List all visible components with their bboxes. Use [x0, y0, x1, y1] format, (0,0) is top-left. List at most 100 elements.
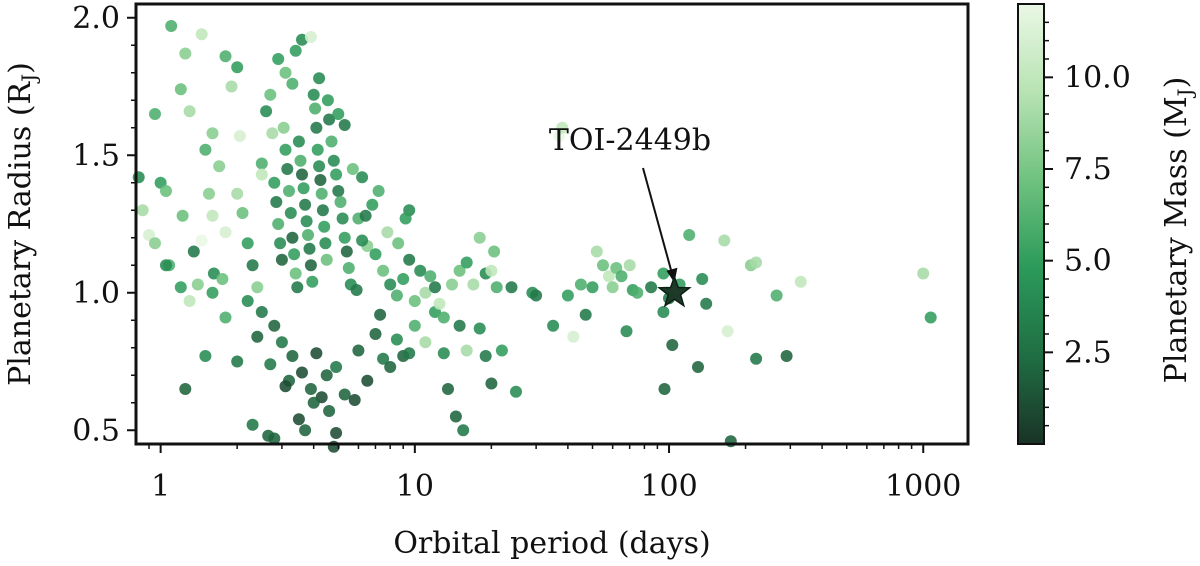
y-tick-label: 0.5: [72, 413, 120, 448]
data-point: [286, 350, 299, 362]
data-point: [433, 297, 446, 310]
data-point: [330, 168, 343, 181]
data-point: [352, 344, 365, 357]
data-point: [219, 311, 232, 324]
data-point: [310, 347, 323, 360]
data-point: [241, 295, 254, 307]
data-point: [602, 270, 615, 283]
y-axis-title: Planetary Radius (RJ): [3, 62, 41, 386]
data-point: [419, 286, 432, 299]
data-point: [467, 278, 480, 291]
data-point: [453, 319, 466, 332]
data-point: [330, 361, 343, 373]
data-point: [460, 256, 473, 269]
data-point: [251, 330, 264, 343]
data-point: [310, 121, 323, 134]
data-point: [279, 66, 292, 79]
data-point: [794, 275, 807, 288]
data-point: [403, 253, 416, 266]
colorbar-tick-label: 10.0: [1064, 60, 1131, 95]
data-point: [645, 281, 658, 294]
data-point: [165, 20, 178, 32]
data-point: [266, 127, 279, 140]
data-point: [206, 127, 219, 140]
data-point: [530, 289, 543, 302]
data-point: [195, 28, 208, 41]
data-point: [429, 281, 441, 294]
data-point: [307, 396, 320, 409]
data-point: [384, 278, 397, 291]
highlight-star-marker: [657, 274, 692, 308]
x-tick-label: 1000: [885, 469, 961, 504]
colorbar-tick-label: 5.0: [1064, 244, 1112, 279]
data-point: [316, 204, 329, 217]
data-point: [325, 135, 338, 148]
data-point: [623, 259, 636, 272]
data-point: [286, 231, 299, 244]
data-point: [574, 278, 587, 291]
annotation-arrow: [642, 167, 675, 280]
data-point: [403, 347, 416, 360]
data-point: [338, 119, 351, 131]
data-point: [219, 50, 232, 63]
data-point: [567, 330, 580, 343]
data-point: [750, 256, 763, 269]
data-point: [419, 336, 432, 349]
data-point: [505, 281, 518, 294]
data-point: [590, 245, 603, 258]
data-point: [288, 248, 301, 261]
data-point: [283, 185, 295, 197]
data-point: [275, 336, 288, 349]
data-point: [658, 383, 671, 395]
data-point: [314, 174, 327, 186]
data-point: [692, 361, 704, 373]
data-point: [203, 187, 215, 200]
data-point: [251, 281, 264, 294]
data-point: [279, 143, 292, 156]
data-point: [424, 270, 437, 283]
data-point: [917, 267, 930, 280]
data-point: [620, 325, 633, 338]
data-point: [657, 267, 670, 280]
colorbar-title: Planetary Mass (MJ): [1159, 77, 1197, 384]
data-point: [350, 284, 363, 296]
data-point: [307, 88, 320, 101]
data-point: [313, 72, 326, 85]
data-point: [160, 185, 172, 197]
data-point: [369, 248, 382, 261]
data-point: [924, 311, 937, 324]
data-point: [219, 226, 232, 239]
data-point: [556, 121, 569, 134]
data-points-layer: [132, 20, 937, 453]
data-point: [174, 281, 187, 294]
data-point: [510, 385, 522, 398]
data-point: [241, 237, 254, 250]
data-point: [586, 281, 599, 294]
data-point: [149, 108, 161, 120]
data-point: [255, 157, 268, 170]
data-point: [300, 215, 313, 228]
data-point: [384, 361, 397, 373]
data-point: [377, 264, 390, 277]
data-point: [289, 44, 302, 57]
data-point: [143, 229, 155, 241]
data-point: [174, 83, 187, 96]
data-point: [304, 31, 317, 43]
data-point: [377, 352, 390, 365]
data-point: [191, 278, 204, 291]
data-point: [666, 339, 679, 351]
data-point: [342, 262, 355, 274]
data-point: [296, 366, 308, 379]
data-point: [453, 264, 466, 277]
data-point: [313, 160, 326, 173]
axis-layer: 1 10 100 1000 0.5 1.0 1.5 2.0: [72, 1, 961, 504]
data-point: [207, 267, 220, 280]
data-point: [547, 319, 560, 332]
x-axis-title: Orbital period (days): [393, 526, 710, 561]
data-point: [195, 234, 208, 247]
data-point: [361, 374, 374, 387]
data-point: [183, 295, 196, 307]
data-point: [183, 105, 196, 118]
colorbar-ticks: 2.5 5.0 7.5 10.0: [1044, 21, 1131, 427]
